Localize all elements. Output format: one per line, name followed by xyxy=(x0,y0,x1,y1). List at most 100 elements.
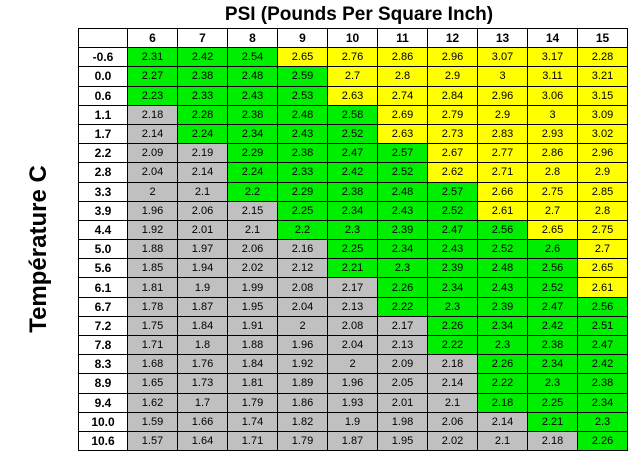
psi-column-header: 9 xyxy=(277,27,328,49)
table-cell: 2.26 xyxy=(427,315,478,337)
table-cell: 2.67 xyxy=(427,143,478,164)
table-cell: 2.71 xyxy=(477,162,528,183)
table-row: 0.0 2.27 2.38 2.48 2.59 2.7 2.8 2.9 3 3.11 3.21 xyxy=(78,66,628,87)
table-cell: 1.64 xyxy=(177,430,228,452)
table-cell: 1.84 xyxy=(177,315,228,337)
table-cell: 1.59 xyxy=(127,411,178,432)
table-cell: 2.25 xyxy=(327,239,378,260)
table-cell: 2.9 xyxy=(477,104,528,125)
table-cell: 2.54 xyxy=(227,47,278,68)
psi-column-header: 6 xyxy=(127,27,178,49)
table-cell: 1.74 xyxy=(227,411,278,432)
table-row: 6.7 1.78 1.87 1.95 2.04 2.13 2.22 2.3 2.39 2.47 2.… xyxy=(78,296,628,317)
psi-column-header: 14 xyxy=(527,27,578,49)
table-cell: 2.85 xyxy=(577,181,628,202)
table-cell: 1.99 xyxy=(227,277,278,298)
table-cell: 1.76 xyxy=(177,354,228,375)
table-cell: 1.96 xyxy=(277,334,328,356)
table-cell: 1.92 xyxy=(127,219,178,241)
table-cell: 1.85 xyxy=(127,258,178,279)
table-cell: 2.34 xyxy=(427,277,478,298)
table-cell: 3 xyxy=(477,66,528,87)
temperature-row-header: 3.9 xyxy=(78,200,128,221)
table-cell: 2.3 xyxy=(577,411,628,432)
table-cell: 1.84 xyxy=(227,354,278,375)
table-cell: 2.76 xyxy=(327,47,378,68)
table-cell: 2.38 xyxy=(327,181,378,202)
temperature-row-header: 6.7 xyxy=(78,296,128,317)
table-row: 1.1 2.18 2.28 2.38 2.48 2.58 2.69 2.79 2.9 3 3.09 xyxy=(78,104,628,125)
psi-column-header: 10 xyxy=(327,27,378,49)
table-row: 3.9 1.96 2.06 2.15 2.25 2.34 2.43 2.52 2.61 2.7 2.… xyxy=(78,200,628,221)
table-cell: 2.38 xyxy=(527,334,578,356)
table-cell: 2.52 xyxy=(427,200,478,221)
table-cell: 2.34 xyxy=(227,123,278,145)
table-cell: 2.83 xyxy=(477,123,528,145)
temperature-row-header: 0.0 xyxy=(78,66,128,87)
table-cell: 1.98 xyxy=(377,411,428,432)
table-cell: 2.42 xyxy=(577,354,628,375)
temperature-row-header: 2.8 xyxy=(78,162,128,183)
table-cell: 2.75 xyxy=(577,219,628,241)
temperature-row-header: 7.2 xyxy=(78,315,128,337)
table-cell: 2.04 xyxy=(327,334,378,356)
table-cell: 2.79 xyxy=(427,104,478,125)
table-cell: 2.02 xyxy=(427,430,478,452)
table-row: 10.0 1.59 1.66 1.74 1.82 1.9 1.98 2.06 2.14 2.21 2… xyxy=(78,411,628,432)
table-cell: 2.96 xyxy=(427,47,478,68)
table-cell: 2.39 xyxy=(427,258,478,279)
table-cell: 2.25 xyxy=(277,200,328,221)
table-cell: 2.38 xyxy=(277,143,328,164)
table-cell: 1.92 xyxy=(277,354,328,375)
table-cell: 2.18 xyxy=(427,354,478,375)
table-cell: 3.02 xyxy=(577,123,628,145)
table-cell: 2.6 xyxy=(527,239,578,260)
table-cell: 2.61 xyxy=(477,200,528,221)
table-cell: 2.42 xyxy=(327,162,378,183)
table-cell: 2.14 xyxy=(427,373,478,394)
table-cell: 2.38 xyxy=(227,104,278,125)
table-cell: 2.56 xyxy=(527,258,578,279)
table-cell: 2.02 xyxy=(227,258,278,279)
psi-column-header: 11 xyxy=(377,27,428,49)
table-cell: 1.73 xyxy=(177,373,228,394)
table-cell: 2.77 xyxy=(477,143,528,164)
table-cell: 2.01 xyxy=(377,392,428,413)
table-cell: 1.9 xyxy=(327,411,378,432)
table-cell: 2.1 xyxy=(477,430,528,452)
table-cell: 2.14 xyxy=(127,123,178,145)
y-axis-label-container: Température C xyxy=(0,28,78,470)
table-row: 0.6 2.23 2.33 2.43 2.53 2.63 2.74 2.84 2.96 3.06 3… xyxy=(78,85,628,106)
table-row: 6.1 1.81 1.9 1.99 2.08 2.17 2.26 2.34 2.43 2.52 2.… xyxy=(78,277,628,298)
table-cell: 1.78 xyxy=(127,296,178,317)
table-cell: 2.23 xyxy=(127,85,178,106)
table-cell: 2.52 xyxy=(527,277,578,298)
table-cell: 2.01 xyxy=(177,219,228,241)
table-cell: 2.38 xyxy=(177,66,228,87)
table-cell: 2.13 xyxy=(377,334,428,356)
table-cell: 2.06 xyxy=(427,411,478,432)
table-cell: 2.8 xyxy=(527,162,578,183)
table-cell: 3.21 xyxy=(577,66,628,87)
table-row: 8.3 1.68 1.76 1.84 1.92 2 2.09 2.18 2.26 2.34 2.42 xyxy=(78,354,628,375)
table-cell: 2.39 xyxy=(377,219,428,241)
table-cell: 1.97 xyxy=(177,239,228,260)
table-cell: 1.71 xyxy=(227,430,278,452)
table-cell: 1.7 xyxy=(177,392,228,413)
psi-column-header: 15 xyxy=(577,27,628,49)
table-row: 7.2 1.75 1.84 1.91 2 2.08 2.17 2.26 2.34 2.42 2.51 xyxy=(78,315,628,337)
table-cell: 3.11 xyxy=(527,66,578,87)
table-cell: 2.65 xyxy=(577,258,628,279)
table-cell: 2.3 xyxy=(327,219,378,241)
psi-column-header: 12 xyxy=(427,27,478,49)
table-cell: 2.26 xyxy=(477,354,528,375)
table-cell: 2.58 xyxy=(327,104,378,125)
table-cell: 2.59 xyxy=(277,66,328,87)
table-cell: 2.29 xyxy=(227,143,278,164)
table-cell: 1.8 xyxy=(177,334,228,356)
table-cell: 2.34 xyxy=(477,315,528,337)
table-cell: 2.34 xyxy=(527,354,578,375)
table-cell: 2 xyxy=(127,181,178,202)
y-axis-label: Température C xyxy=(25,165,53,333)
table-cell: 2.43 xyxy=(377,200,428,221)
